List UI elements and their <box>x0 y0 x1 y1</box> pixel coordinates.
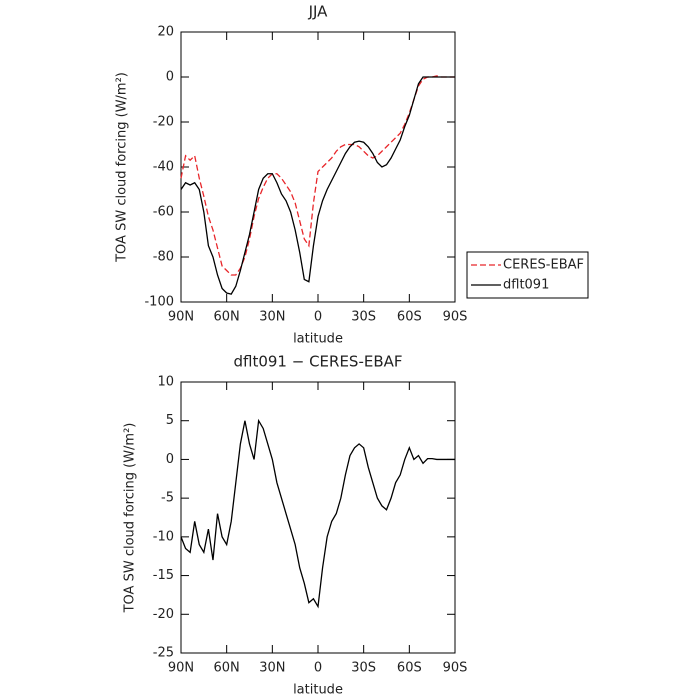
y-tick-label: -15 <box>153 568 174 583</box>
y-tick-label: -10 <box>153 529 174 544</box>
data-line <box>180 75 455 276</box>
chart-title: dflt091 − CERES-EBAF <box>233 353 402 371</box>
y-tick-label: -5 <box>161 491 174 506</box>
plot-frame <box>180 31 456 303</box>
x-axis-label: latitude <box>293 332 343 347</box>
y-tick-label: 5 <box>166 413 174 428</box>
y-tick-label: -20 <box>153 115 174 130</box>
chart-title: JJA <box>308 3 329 21</box>
y-tick-label: 10 <box>157 375 174 390</box>
y-tick-label: 20 <box>157 25 174 40</box>
x-tick-label: 90S <box>443 310 468 325</box>
y-axis-label: TOA SW cloud forcing (W/m²) <box>115 72 130 263</box>
legend-box <box>466 251 589 299</box>
x-tick-label: 60N <box>214 310 240 325</box>
legend-label: CERES-EBAF <box>503 258 584 273</box>
y-tick-label: -40 <box>153 160 174 175</box>
y-tick-label: -100 <box>144 295 174 310</box>
y-tick-label: -60 <box>153 205 174 220</box>
x-tick-label: 90S <box>443 661 468 676</box>
legend-label: dflt091 <box>503 278 549 293</box>
x-tick-label: 30S <box>351 310 376 325</box>
y-tick-label: -25 <box>153 646 174 661</box>
x-tick-label: 90N <box>168 310 194 325</box>
y-axis-label: TOA SW cloud forcing (W/m²) <box>123 423 138 614</box>
x-tick-label: 0 <box>314 310 322 325</box>
y-tick-label: -80 <box>153 250 174 265</box>
x-tick-label: 30S <box>351 661 376 676</box>
x-tick-label: 60S <box>397 661 422 676</box>
x-tick-label: 30N <box>259 310 285 325</box>
data-line <box>180 418 455 609</box>
x-tick-label: 60S <box>397 310 422 325</box>
y-tick-label: 0 <box>166 70 174 85</box>
x-tick-label: 90N <box>168 661 194 676</box>
y-tick-label: 0 <box>166 452 174 467</box>
y-tick-label: -20 <box>153 607 174 622</box>
plot-frame <box>180 381 456 654</box>
data-line <box>180 76 455 295</box>
x-tick-label: 30N <box>259 661 285 676</box>
x-tick-label: 0 <box>314 661 322 676</box>
x-axis-label: latitude <box>293 683 343 698</box>
x-tick-label: 60N <box>214 661 240 676</box>
